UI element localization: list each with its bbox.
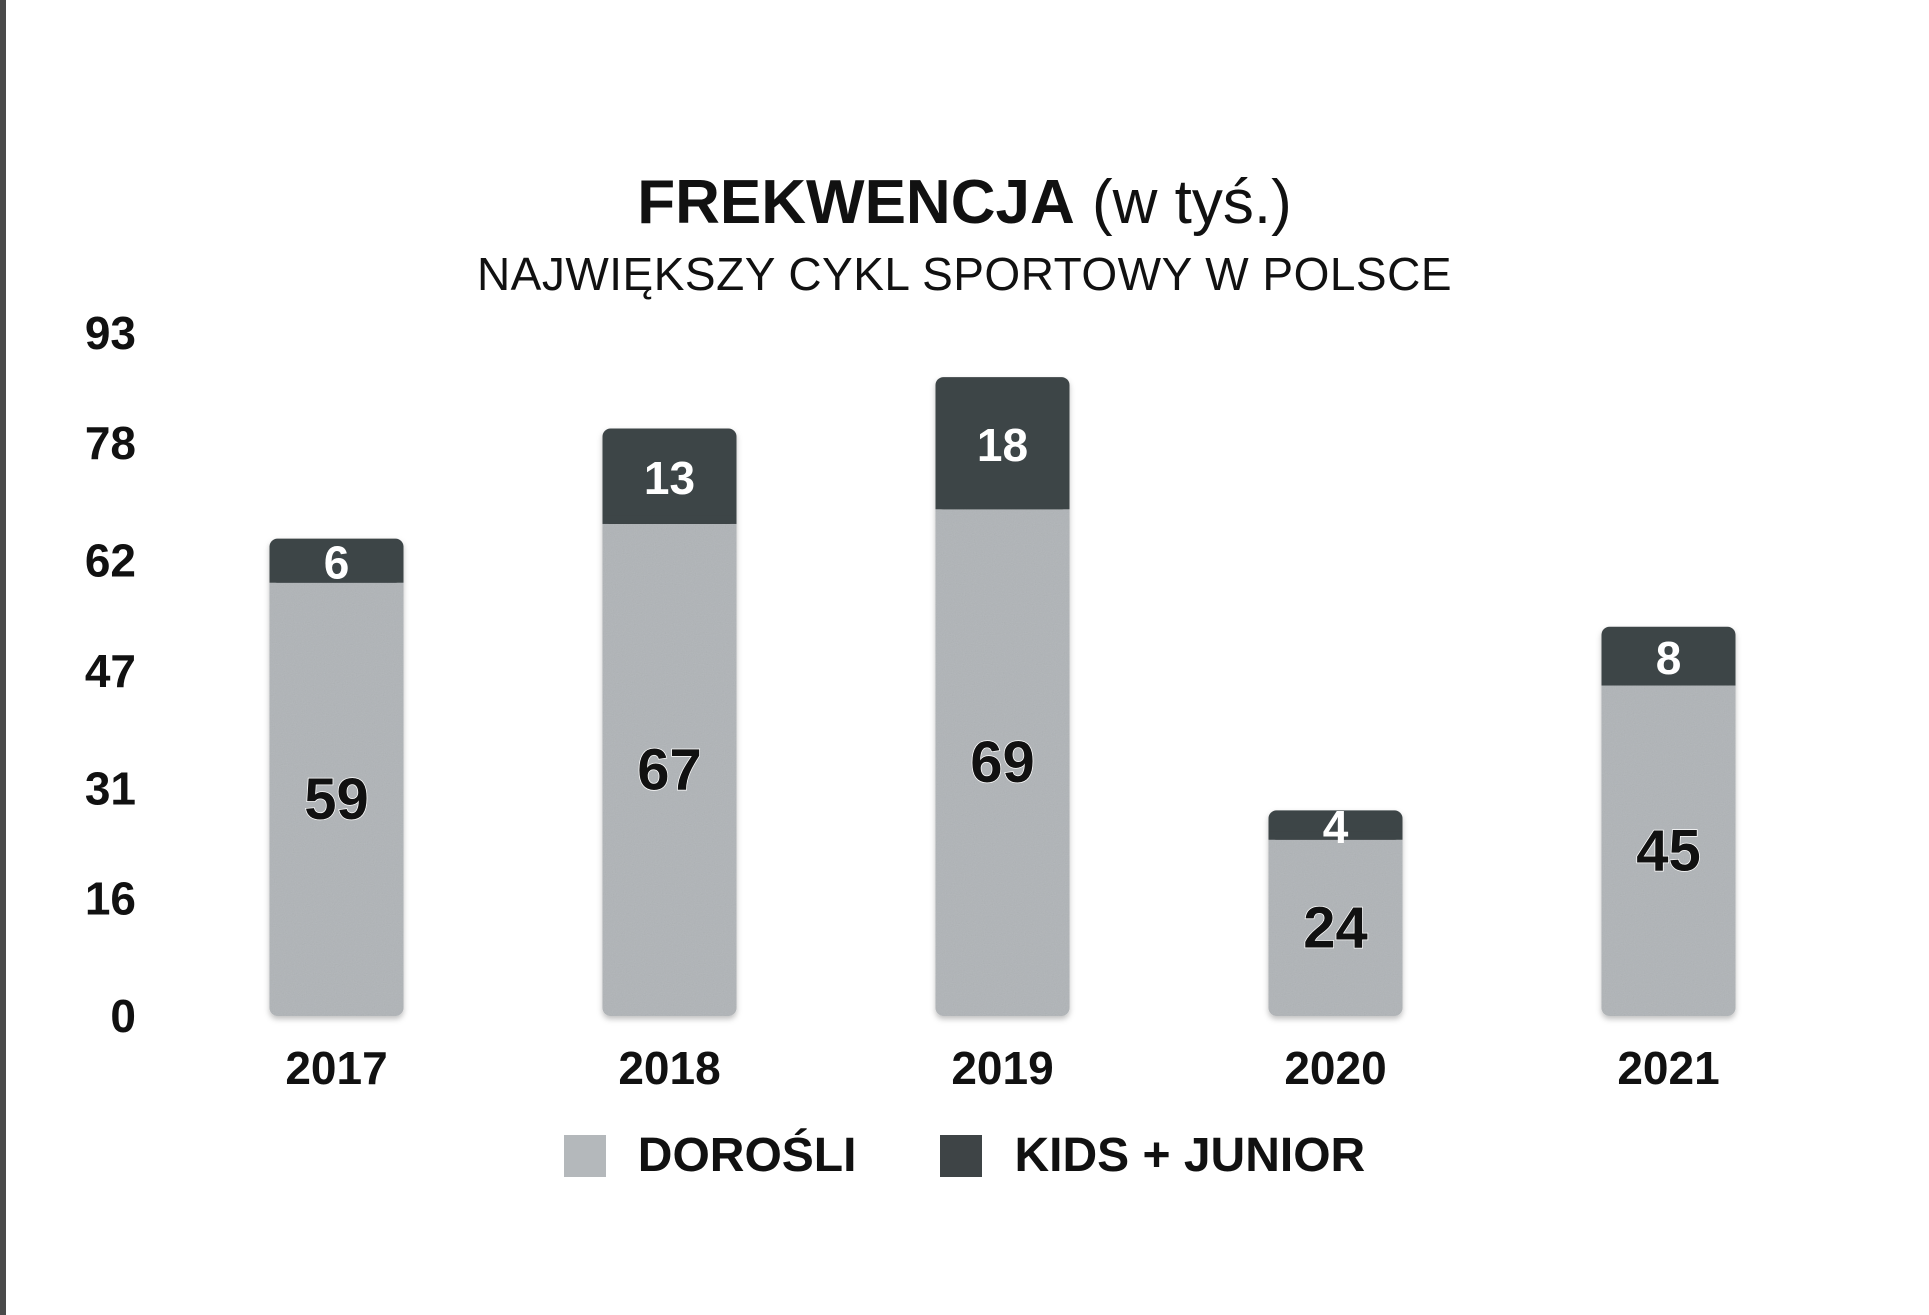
value-label-dorosli-2019: 69 <box>970 730 1035 795</box>
page-left-border <box>0 0 6 1315</box>
chart-subtitle: NAJWIĘKSZY CYKL SPORTOWY W POLSCE <box>476 248 1453 300</box>
bar-kids-junior-2019 <box>935 377 1070 510</box>
y-tick-label-16: 16 <box>85 872 136 924</box>
x-tick-label-2018: 2018 <box>618 1042 720 1094</box>
bars: 59 6 67 13 69 18 24 4 45 8 <box>269 377 1736 1016</box>
value-label-dorosli-2018: 67 <box>637 737 702 802</box>
bar-group-2021 <box>1601 626 1736 1016</box>
legend-item-kids-junior: KIDS + JUNIOR <box>940 1128 1365 1183</box>
x-tick-label-2021: 2021 <box>1617 1042 1719 1094</box>
y-tick-label-31: 31 <box>85 762 136 814</box>
y-tick-label-93: 93 <box>85 307 136 359</box>
bar-kids-junior-2017 <box>269 538 404 583</box>
value-label-kids-junior-2019: 18 <box>977 419 1028 471</box>
y-axis: 0 16 31 47 62 78 93 <box>85 307 136 1042</box>
x-axis: 2017 2018 2019 2020 2021 <box>285 1042 1719 1094</box>
y-tick-label-47: 47 <box>85 645 136 697</box>
bar-dorosli-2018 <box>602 515 737 1016</box>
value-label-dorosli-2021: 45 <box>1636 818 1701 883</box>
value-label-dorosli-2020: 24 <box>1303 895 1368 960</box>
bar-dorosli-2021 <box>1601 677 1736 1016</box>
value-label-kids-junior-2017: 6 <box>324 537 350 589</box>
x-tick-label-2017: 2017 <box>285 1042 387 1094</box>
bar-group-2020 <box>1268 810 1403 1016</box>
bar-dorosli-2017 <box>269 574 404 1016</box>
bar-kids-junior-base-2021 <box>1601 677 1736 686</box>
value-label-dorosli-2017: 59 <box>304 767 369 832</box>
bar-kids-junior-2021 <box>1601 626 1736 686</box>
value-label-kids-junior-2021: 8 <box>1656 632 1682 684</box>
bar-kids-junior-base-2018 <box>602 515 737 524</box>
legend-item-dorosli: DOROŚLI <box>563 1128 857 1183</box>
bar-dorosli-2020 <box>1268 831 1403 1016</box>
bar-group-2019 <box>935 377 1070 1016</box>
legend-swatch-dorosli <box>563 1134 606 1177</box>
bar-kids-junior-base-2017 <box>269 574 404 583</box>
bar-group-2018 <box>602 428 737 1016</box>
legend: DOROŚLI KIDS + JUNIOR <box>0 1128 1929 1183</box>
chart-title-main: FREKWENCJA <box>637 168 1075 237</box>
y-tick-label-0: 0 <box>110 990 136 1042</box>
legend-swatch-kids-junior <box>940 1134 983 1177</box>
bar-group-2017 <box>269 538 404 1016</box>
value-label-kids-junior-2018: 13 <box>644 452 695 504</box>
x-tick-label-2019: 2019 <box>951 1042 1053 1094</box>
x-tick-label-2020: 2020 <box>1284 1042 1386 1094</box>
bar-dorosli-2019 <box>935 501 1070 1016</box>
y-tick-label-78: 78 <box>85 417 136 469</box>
chart-title-unit: (w tyś.) <box>1091 168 1292 237</box>
bar-kids-junior-2018 <box>602 428 737 524</box>
value-label-kids-junior-2020: 4 <box>1323 801 1349 853</box>
bar-kids-junior-base-2019 <box>935 501 1070 510</box>
legend-label-dorosli: DOROŚLI <box>637 1129 857 1182</box>
chart-title: FREKWENCJA (w tyś.) <box>0 168 1929 238</box>
bar-kids-junior-base-2020 <box>1268 831 1403 840</box>
y-tick-label-62: 62 <box>85 535 136 587</box>
legend-label-kids-junior: KIDS + JUNIOR <box>1014 1129 1366 1182</box>
